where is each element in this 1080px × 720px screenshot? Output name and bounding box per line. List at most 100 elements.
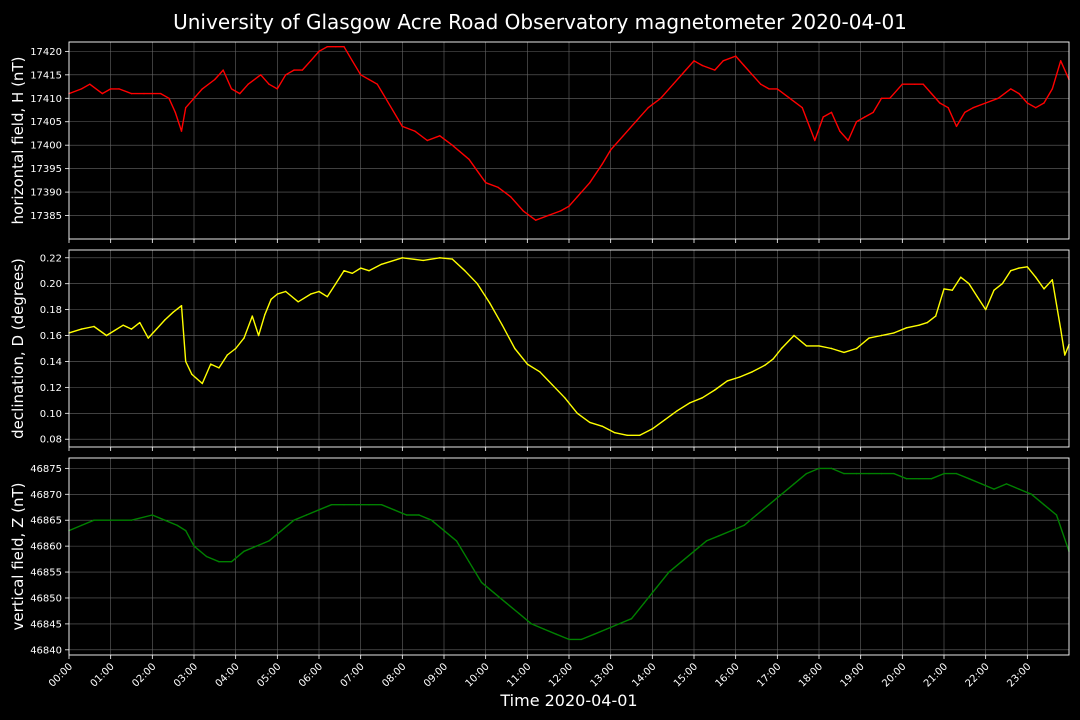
data-point (772, 358, 774, 360)
data-point (318, 290, 320, 293)
data-point (485, 182, 487, 184)
data-point (230, 561, 233, 563)
data-point (622, 135, 624, 137)
data-point (639, 434, 641, 436)
data-point (118, 88, 120, 90)
y-tick-label: 46865 (30, 516, 62, 527)
data-point (268, 540, 270, 542)
data-point (1043, 288, 1045, 290)
data-point (380, 263, 383, 265)
data-point (793, 483, 795, 485)
data-point (880, 472, 883, 475)
data-point (1010, 88, 1012, 90)
y-tick-label: 17395 (30, 164, 62, 175)
data-point (1035, 107, 1037, 109)
y-tick-label: 46860 (30, 542, 62, 553)
data-point (276, 88, 278, 90)
data-point (493, 592, 495, 594)
y-tick-label: 0.22 (40, 253, 62, 264)
data-point (610, 149, 612, 151)
data-point (905, 327, 908, 329)
data-point (422, 259, 424, 262)
panel-3: 46840 46845 46850 46855 46860 46865 46870 46875… (9, 457, 1070, 659)
data-point (593, 633, 595, 635)
data-point (257, 334, 260, 337)
y-tick-label: 0.18 (40, 305, 62, 316)
data-point (830, 347, 833, 350)
data-point (401, 125, 403, 128)
data-point (601, 425, 603, 427)
data-point (901, 83, 903, 85)
data-point (814, 139, 816, 142)
data-point (993, 289, 995, 291)
data-point (455, 540, 458, 542)
data-point (393, 509, 395, 511)
series-line-1 (68, 46, 1070, 221)
data-point (1030, 493, 1033, 495)
y-tick-label: 0.16 (40, 331, 62, 342)
data-point (401, 257, 403, 259)
x-axis-label: Time 2020-04-01 (499, 691, 637, 710)
data-point (180, 305, 183, 307)
data-point (893, 472, 895, 475)
data-point (522, 210, 524, 212)
data-point (310, 293, 312, 295)
data-point (830, 467, 833, 470)
data-point (451, 258, 453, 260)
data-point (535, 219, 537, 221)
data-point (935, 315, 937, 317)
data-point (743, 524, 745, 527)
data-point (1010, 270, 1012, 272)
data-point (180, 130, 183, 132)
data-point (451, 144, 453, 146)
data-point (343, 46, 345, 48)
y-tick-label: 46855 (30, 568, 62, 579)
data-point (805, 472, 808, 475)
y-tick-label: 46850 (30, 593, 62, 604)
data-point (151, 92, 153, 95)
data-point (955, 472, 958, 475)
data-point (793, 334, 795, 337)
data-point (89, 83, 91, 85)
data-point (1018, 488, 1020, 490)
data-point (626, 434, 628, 436)
data-point (543, 628, 545, 630)
data-point (764, 364, 766, 366)
data-point (214, 78, 216, 81)
data-point (218, 561, 220, 563)
data-point (672, 83, 674, 85)
data-point (651, 428, 653, 430)
data-point (768, 504, 770, 506)
data-point (705, 540, 708, 542)
data-point (743, 64, 745, 67)
data-point (693, 550, 695, 552)
data-point (501, 324, 503, 326)
data-point (355, 504, 358, 506)
data-point (751, 371, 753, 373)
data-point (276, 293, 278, 295)
data-point (147, 337, 149, 339)
data-point (889, 97, 891, 100)
data-point (568, 638, 570, 641)
data-point (1060, 328, 1062, 330)
data-point (801, 107, 803, 109)
y-tick-label: 0.14 (40, 357, 62, 368)
data-point (101, 92, 104, 95)
data-point (247, 83, 249, 85)
data-point (489, 302, 491, 304)
data-point (547, 214, 549, 217)
data-point (739, 376, 741, 378)
data-point (1018, 92, 1020, 95)
data-point (576, 196, 578, 198)
data-point (972, 107, 974, 109)
data-point (660, 97, 662, 100)
data-point (305, 514, 308, 516)
data-point (564, 397, 566, 399)
data-point (264, 314, 266, 316)
data-point (726, 380, 728, 382)
data-point (1043, 504, 1045, 506)
data-point (839, 130, 841, 132)
data-point (239, 92, 241, 95)
data-point (1064, 354, 1066, 356)
